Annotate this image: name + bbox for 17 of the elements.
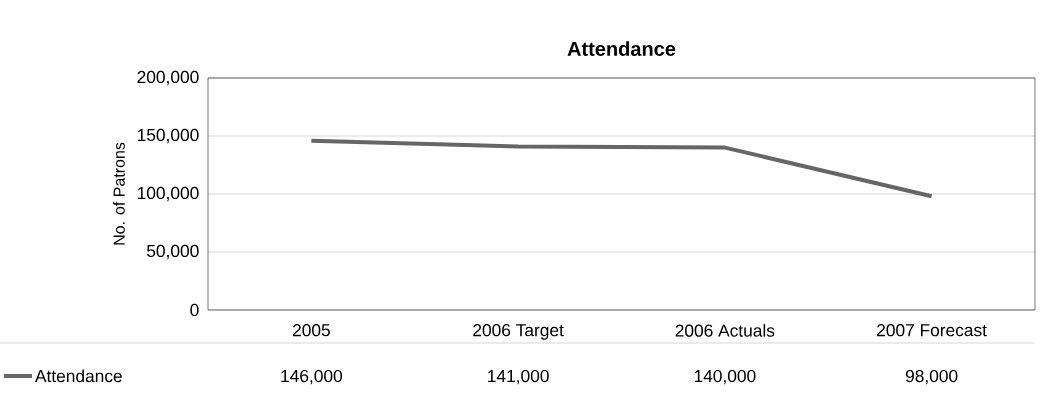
y-axis-title: No. of Patrons bbox=[113, 142, 125, 245]
y-tick-label: 0 bbox=[190, 303, 199, 317]
data-label: 141,000 bbox=[488, 369, 549, 385]
y-tick-label: 50,000 bbox=[146, 244, 199, 260]
y-tick-label: 100,000 bbox=[137, 186, 199, 202]
x-tick-label: 2006 Actuals bbox=[675, 324, 775, 337]
y-tick-label: 200,000 bbox=[137, 70, 199, 86]
x-tick-label: 2006 Target bbox=[473, 324, 564, 340]
line-series bbox=[309, 138, 934, 199]
y-tick-label: 150,000 bbox=[137, 128, 199, 144]
x-tick-label: 2005 bbox=[292, 324, 330, 337]
legend-label: Attendance bbox=[34, 369, 122, 383]
x-tick-label: 2007 Forecast bbox=[877, 324, 987, 337]
data-label: 140,000 bbox=[694, 369, 756, 385]
data-label: 146,000 bbox=[281, 369, 343, 385]
data-label: 98,000 bbox=[905, 369, 958, 385]
chart-title: Attendance bbox=[567, 41, 676, 56]
